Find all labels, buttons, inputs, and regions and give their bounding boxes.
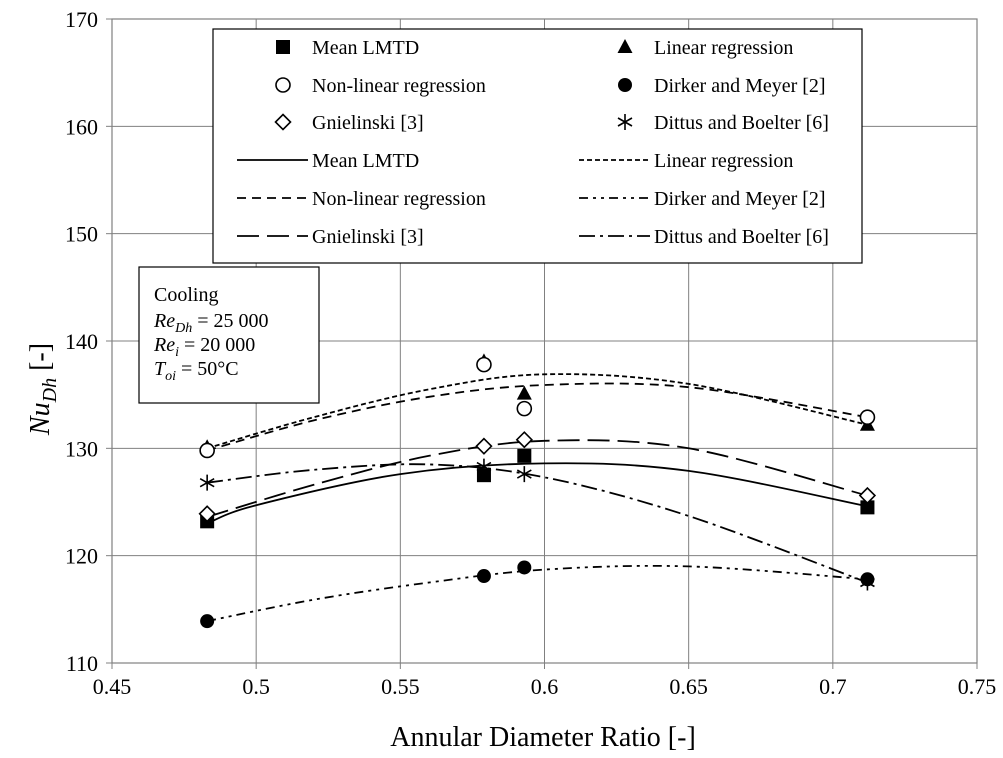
legend-marker bbox=[276, 40, 290, 54]
legend-box bbox=[212, 28, 863, 264]
conditions-var: Re bbox=[153, 334, 175, 356]
legend-label: Mean LMTD bbox=[312, 37, 419, 59]
fit-curve bbox=[206, 373, 868, 450]
data-point bbox=[198, 505, 216, 523]
conditions-var: T bbox=[154, 358, 167, 380]
legend-label: Mean LMTD bbox=[312, 150, 419, 172]
conditions-box-frame bbox=[138, 266, 320, 404]
data-point bbox=[476, 569, 491, 584]
legend-marker bbox=[274, 113, 292, 131]
fit-curve bbox=[206, 382, 868, 452]
y-axis-title-main: Nu bbox=[25, 402, 56, 436]
fit-curve bbox=[206, 462, 868, 525]
x-tick-label: 0.6 bbox=[531, 674, 559, 699]
legend-label: Non-linear regression bbox=[312, 75, 486, 97]
legend-marker bbox=[617, 39, 633, 53]
conditions-value: = 50°C bbox=[176, 358, 239, 380]
conditions-sub: oi bbox=[165, 369, 176, 384]
x-tick-label: 0.45 bbox=[93, 674, 132, 699]
legend-marker bbox=[618, 78, 632, 92]
legend-marker bbox=[275, 77, 291, 93]
data-point bbox=[476, 356, 492, 373]
data-point bbox=[199, 442, 215, 459]
fit-curve bbox=[206, 463, 868, 584]
data-point bbox=[515, 431, 533, 449]
conditions-title: Cooling bbox=[154, 284, 218, 306]
fit-curve bbox=[206, 439, 868, 518]
y-tick-label: 140 bbox=[65, 329, 98, 354]
legend-label: Dittus and Boelter [6] bbox=[654, 112, 829, 134]
conditions-value: = 25 000 bbox=[192, 310, 268, 332]
x-tick-label: 0.75 bbox=[958, 674, 997, 699]
y-axis-title: NuDh [-] bbox=[25, 343, 61, 436]
data-point bbox=[199, 474, 215, 491]
y-tick-label: 110 bbox=[66, 651, 98, 676]
data-point bbox=[475, 437, 493, 455]
legend-label: Gnielinski [3] bbox=[312, 112, 424, 134]
data-point bbox=[200, 614, 215, 629]
data-point bbox=[860, 574, 875, 591]
x-tick-label: 0.65 bbox=[669, 674, 708, 699]
conditions-sub: Dh bbox=[174, 321, 192, 336]
legend: Mean LMTD Linear regression Non-linear reg… bbox=[212, 28, 863, 264]
data-point bbox=[517, 448, 532, 463]
legend-marker bbox=[617, 114, 633, 130]
fit-curves bbox=[206, 373, 868, 622]
legend-label: Linear regression bbox=[654, 37, 793, 59]
x-tick-label: 0.7 bbox=[819, 674, 847, 699]
data-markers bbox=[198, 353, 877, 629]
y-axis-title-suffix: [-] bbox=[25, 343, 56, 378]
data-point bbox=[516, 466, 532, 483]
legend-label: Dittus and Boelter [6] bbox=[654, 226, 829, 248]
legend-label: Linear regression bbox=[654, 150, 793, 172]
conditions-line: Rei = 20 000 bbox=[153, 334, 255, 360]
legend-label: Non-linear regression bbox=[312, 188, 486, 210]
conditions-sub: i bbox=[175, 345, 179, 360]
data-point bbox=[517, 560, 532, 575]
conditions-var: Re bbox=[153, 310, 175, 332]
conditions-line: Toi = 50°C bbox=[154, 358, 239, 384]
data-point bbox=[516, 385, 532, 400]
conditions-line: ReDh = 25 000 bbox=[153, 310, 269, 336]
legend-label: Dirker and Meyer [2] bbox=[654, 188, 826, 210]
data-point bbox=[858, 486, 877, 505]
y-tick-label: 120 bbox=[65, 544, 98, 569]
axis-ticks: 0.45 0.5 0.55 0.6 0.65 0.7 0.75 110 120 130 140 150… bbox=[65, 7, 996, 699]
y-tick-label: 130 bbox=[65, 436, 98, 461]
legend-label: Gnielinski [3] bbox=[312, 226, 424, 248]
conditions-value: = 20 000 bbox=[179, 334, 255, 356]
y-tick-label: 150 bbox=[65, 222, 98, 247]
data-point bbox=[476, 468, 491, 483]
x-tick-label: 0.5 bbox=[242, 674, 270, 699]
data-point bbox=[860, 500, 875, 515]
data-point bbox=[476, 458, 492, 475]
data-point bbox=[516, 400, 533, 417]
y-tick-label: 170 bbox=[65, 7, 98, 32]
x-axis-title: Annular Diameter Ratio [-] bbox=[390, 722, 696, 753]
data-point bbox=[859, 409, 876, 426]
y-axis-title-sub: Dh bbox=[39, 378, 61, 403]
legend-label: Dirker and Meyer [2] bbox=[654, 75, 826, 97]
fit-curve bbox=[206, 564, 868, 622]
x-tick-label: 0.55 bbox=[381, 674, 420, 699]
y-tick-label: 160 bbox=[65, 114, 98, 139]
